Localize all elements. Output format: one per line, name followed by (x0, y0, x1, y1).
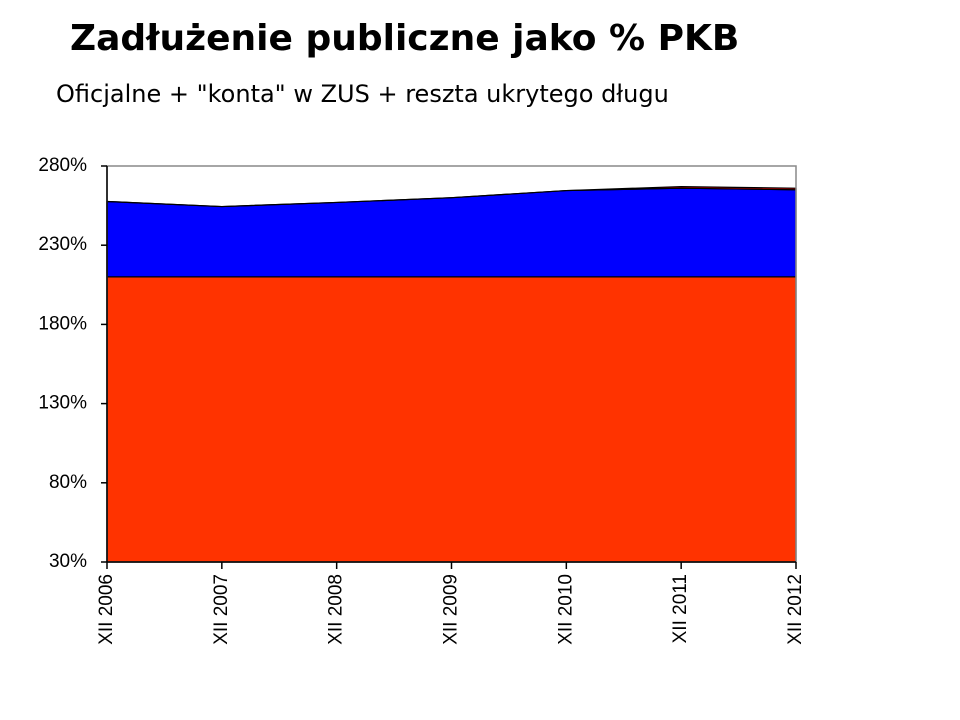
y-tick-label: 230% (38, 234, 87, 255)
x-tick-label: XII 2012 (785, 574, 806, 645)
chart-title: Zadłużenie publiczne jako % PKB (70, 18, 739, 59)
chart-subtitle: Oficjalne + "konta" w ZUS + reszta ukryt… (56, 80, 669, 108)
area (106, 187, 797, 278)
x-tick-label: XII 2009 (441, 574, 462, 645)
x-tick-label: XII 2011 (670, 574, 691, 643)
y-tick-label: 80% (49, 472, 87, 493)
area (106, 276, 797, 563)
x-tick-label: XII 2007 (211, 574, 232, 645)
y-tick-label: 30% (49, 551, 87, 572)
x-tick-label: XII 2010 (555, 574, 576, 645)
y-tick-label: 180% (38, 313, 87, 334)
x-tick-label: XII 2008 (326, 574, 347, 645)
x-tick-label: XII 2006 (96, 574, 117, 645)
y-tick-label: 130% (38, 393, 87, 414)
y-tick-label: 280% (38, 155, 87, 176)
